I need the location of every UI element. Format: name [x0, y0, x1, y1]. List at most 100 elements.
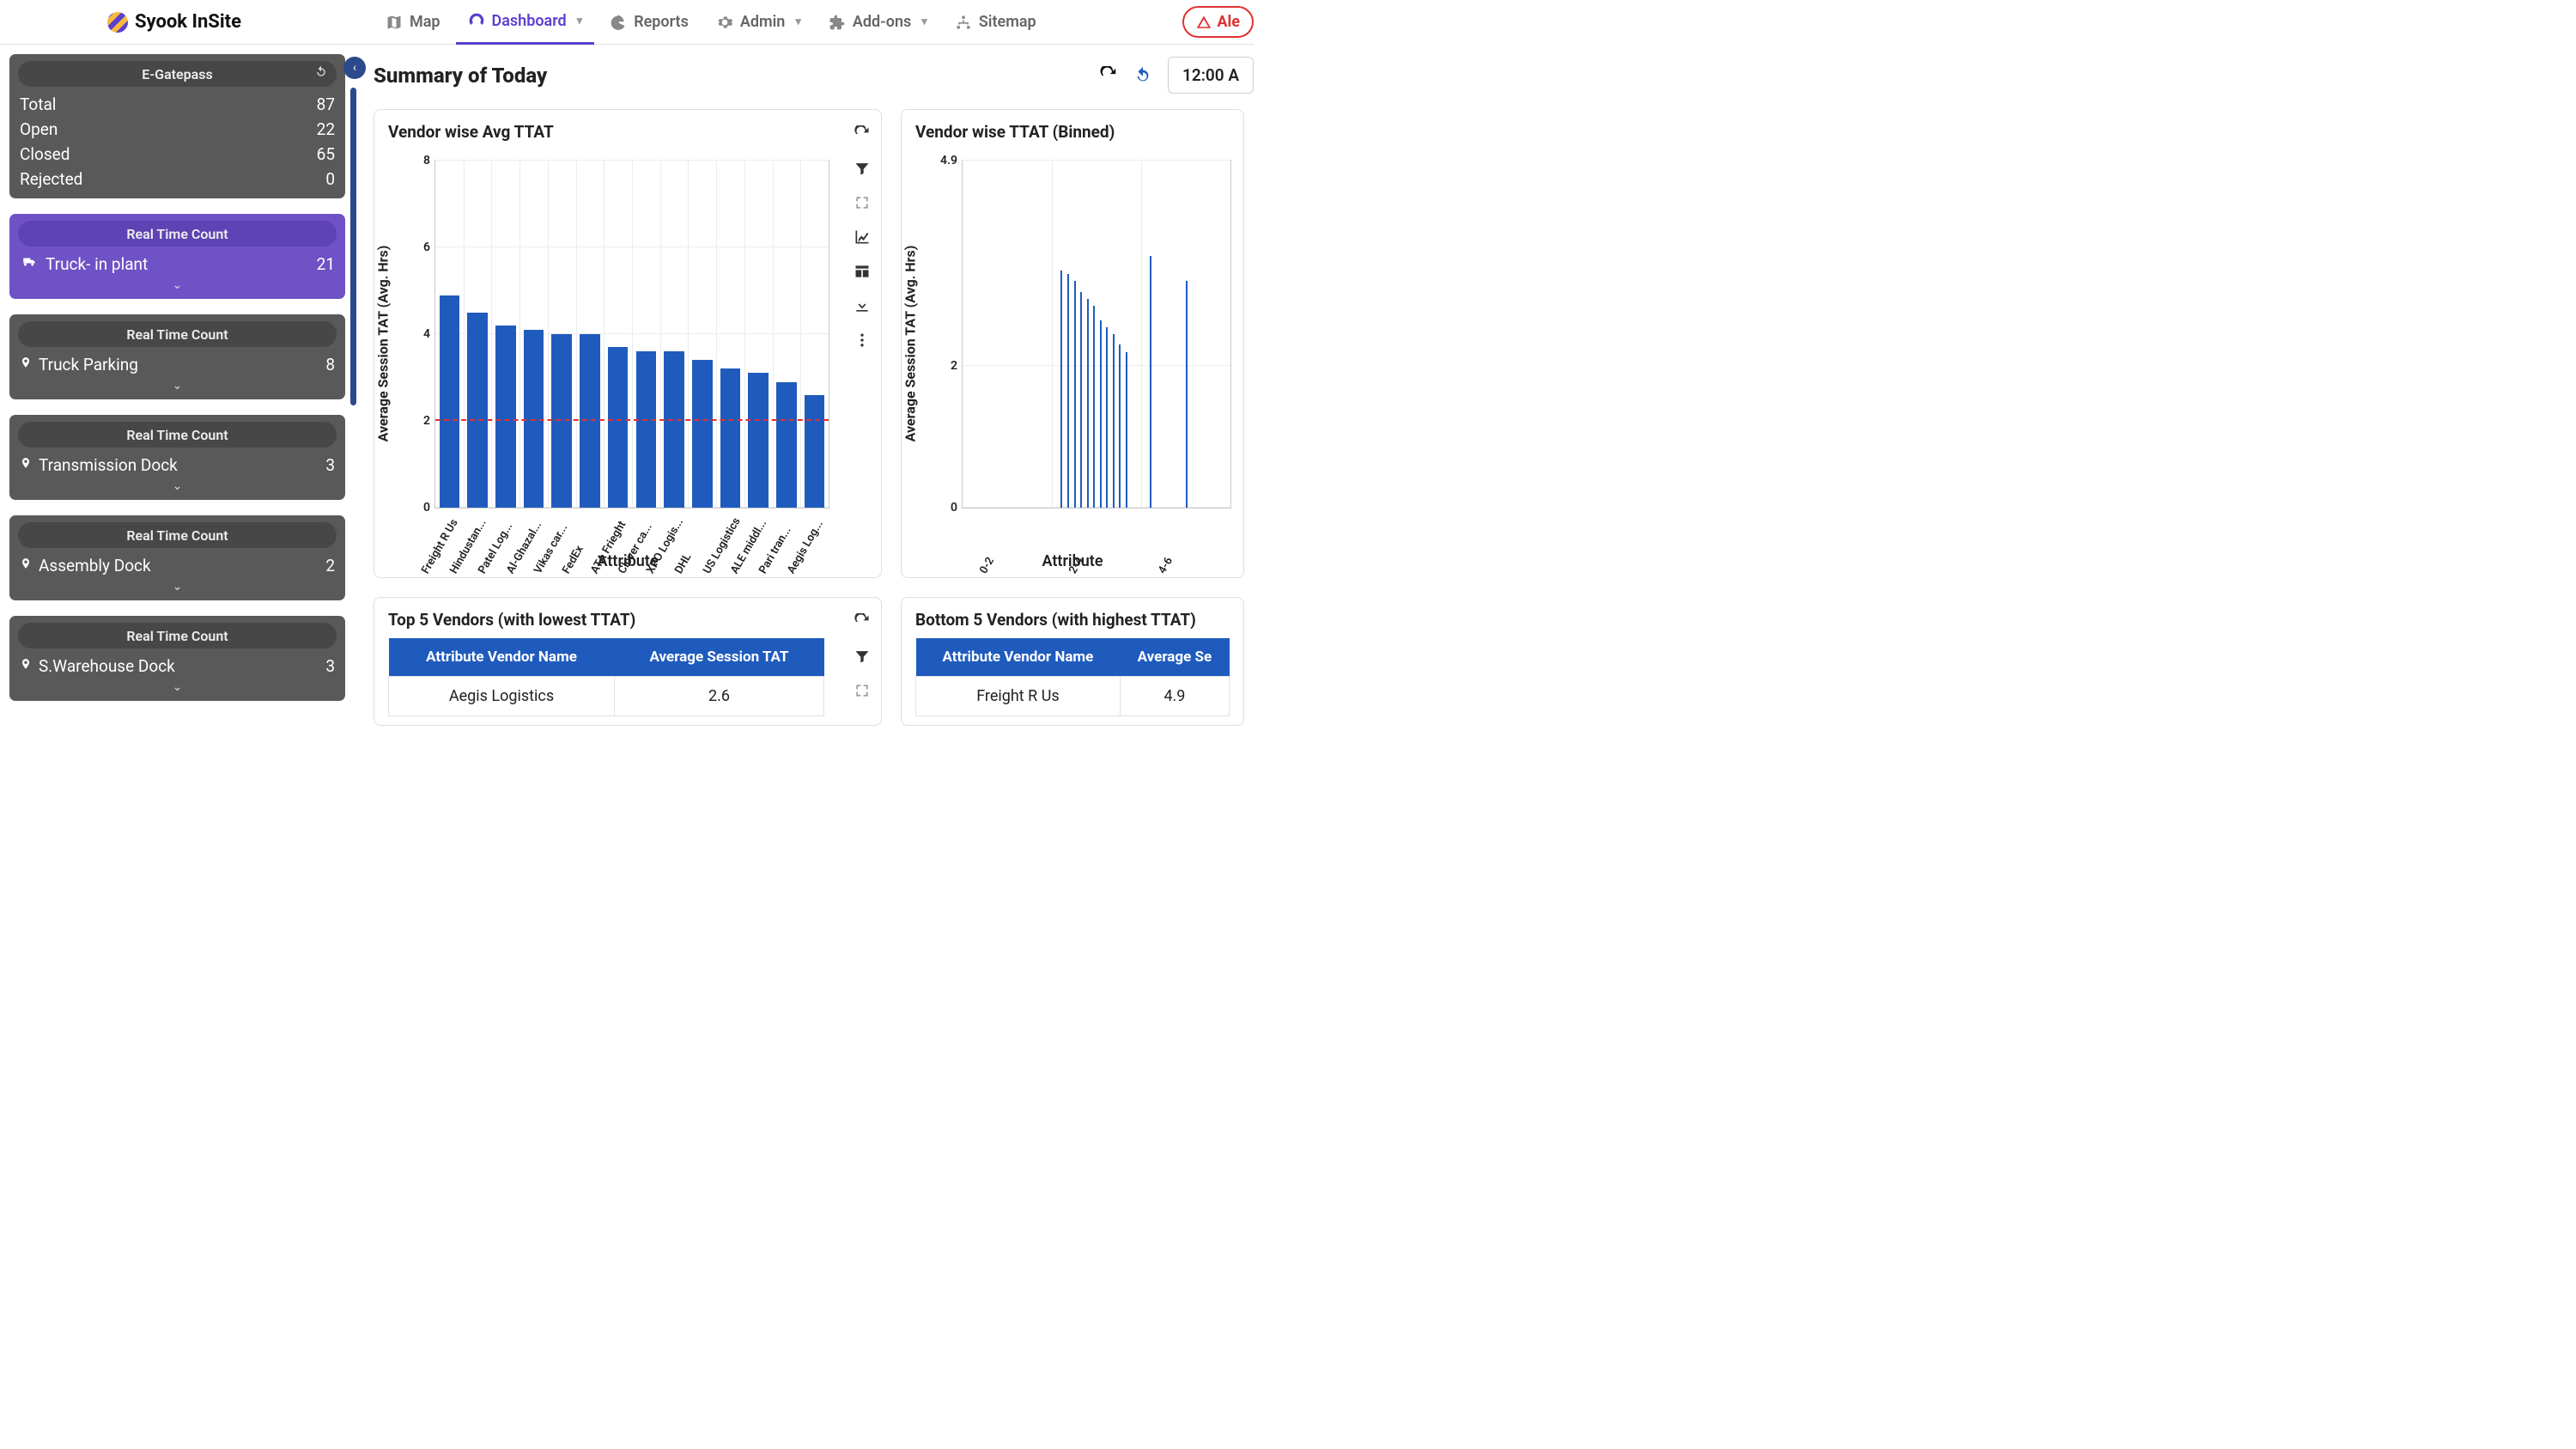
chevron-down-icon[interactable]: ⌄ [18, 278, 337, 292]
sidebar-card-gatepass: E-Gatepass Total87Open22Closed65Rejected… [9, 54, 345, 198]
table-cell: 4.9 [1120, 677, 1229, 716]
sidebar-card-header: Real Time Count [18, 321, 337, 347]
nav-admin-label: Admin [740, 13, 786, 31]
table-icon[interactable] [854, 263, 871, 280]
table-header: Attribute Vendor Name [916, 638, 1121, 677]
sidebar-card-title: Real Time Count [126, 527, 228, 544]
pin-icon [20, 355, 32, 374]
chevron-down-icon[interactable]: ⌄ [18, 580, 337, 594]
nav-reports[interactable]: Reports [598, 0, 701, 45]
collapse-sidebar-button[interactable]: ‹ [343, 57, 366, 79]
nav-sitemap-label: Sitemap [979, 13, 1036, 31]
brand-logo-icon [107, 12, 128, 33]
sidebar-card-row: Transmission Dock 3 [18, 453, 337, 478]
bar [1100, 320, 1102, 508]
bottom5-table: Attribute Vendor NameAverage SeFreight R… [915, 638, 1230, 716]
sidebar-card-title: Real Time Count [126, 427, 228, 443]
bar [748, 373, 769, 508]
chevron-down-icon[interactable]: ⌄ [18, 479, 337, 493]
sidebar-card-label: S.Warehouse Dock [39, 656, 319, 676]
x-axis-label: Attribute [902, 552, 1243, 570]
sidebar-card-header: Real Time Count [18, 422, 337, 447]
y-axis-label: Average Session TAT (Avg. Hrs) [375, 246, 392, 442]
bar [1060, 271, 1062, 508]
reports-icon [610, 14, 627, 31]
panel-title: Vendor wise Avg TTAT [388, 122, 867, 142]
sidebar-card-value: 21 [317, 254, 335, 274]
sidebar-scrollbar[interactable] [350, 88, 356, 405]
fullscreen-icon[interactable] [854, 194, 871, 211]
panel-top5-vendors: Top 5 Vendors (with lowest TTAT) Attribu… [374, 597, 882, 726]
nav-dashboard[interactable]: Dashboard ▾ [456, 0, 595, 45]
bar [1106, 327, 1108, 508]
refresh-icon[interactable] [854, 125, 871, 143]
sidebar-card-value: 2 [325, 556, 335, 575]
sidebar-card[interactable]: Real Time Count S.Warehouse Dock 3 ⌄ [9, 616, 345, 701]
chart-icon[interactable] [854, 228, 871, 246]
nav-admin[interactable]: Admin ▾ [704, 0, 813, 45]
sidebar-card-row: Truck Parking 8 [18, 352, 337, 377]
chevron-down-icon: ▾ [795, 15, 801, 28]
bar [1087, 299, 1089, 508]
pin-icon [20, 556, 32, 575]
bar [692, 360, 713, 508]
bar [1093, 306, 1095, 508]
time-selector[interactable]: 12:00 A [1168, 57, 1254, 94]
refresh-icon[interactable] [314, 65, 328, 82]
reset-icon[interactable] [1133, 66, 1152, 85]
bar [440, 295, 460, 508]
download-icon[interactable] [854, 297, 871, 314]
alerts-label: Ale [1217, 13, 1240, 31]
fullscreen-icon[interactable] [854, 682, 871, 699]
sidebar-card[interactable]: Real Time Count Transmission Dock 3 ⌄ [9, 415, 345, 500]
bar [495, 326, 516, 508]
panel-title: Top 5 Vendors (with lowest TTAT) [388, 610, 867, 630]
chevron-down-icon[interactable]: ⌄ [18, 680, 337, 694]
sidebar-card[interactable]: Real Time Count Assembly Dock 2 ⌄ [9, 515, 345, 600]
bar [720, 368, 741, 508]
nav-sitemap[interactable]: Sitemap [943, 0, 1048, 45]
gatepass-row-label: Open [20, 119, 58, 139]
sidebar-card-value: 3 [325, 455, 335, 475]
alerts-button[interactable]: Ale [1182, 6, 1254, 38]
table-header: Average Se [1120, 638, 1229, 677]
sidebar-card[interactable]: Real Time Count Truck- in plant 21 ⌄ [9, 214, 345, 299]
gatepass-row: Rejected0 [18, 167, 337, 192]
filter-icon[interactable] [854, 648, 871, 665]
gatepass-row-label: Closed [20, 144, 70, 164]
bar [1080, 292, 1082, 508]
nav-reports-label: Reports [634, 13, 689, 31]
gatepass-row: Open22 [18, 117, 337, 142]
panel-toolbar [854, 613, 871, 699]
panel-vendor-ttat-binned: Vendor wise TTAT (Binned) Average Sessio… [901, 109, 1244, 578]
bar [1186, 281, 1188, 508]
sidebar-card-label: Truck- in plant [46, 254, 310, 274]
chart-plot: 024.90-22-44-6 [962, 160, 1231, 508]
bar [1067, 274, 1069, 508]
refresh-icon[interactable] [1099, 66, 1118, 85]
sidebar-card-label: Transmission Dock [39, 455, 319, 475]
bar [1150, 256, 1151, 508]
gatepass-row-value: 65 [317, 144, 335, 164]
refresh-icon[interactable] [854, 613, 871, 630]
sidebar-card-header: Real Time Count [18, 522, 337, 548]
nav-addons-label: Add-ons [853, 13, 911, 31]
table-cell: 2.6 [615, 677, 824, 716]
more-icon[interactable] [854, 332, 871, 349]
brand-name: Syook InSite [135, 11, 241, 33]
dashboard-icon [468, 12, 485, 29]
gear-icon [716, 14, 733, 31]
nav-map[interactable]: Map [374, 0, 453, 45]
nav-addons[interactable]: Add-ons ▾ [817, 0, 939, 45]
bar [636, 351, 657, 508]
filter-icon[interactable] [854, 160, 871, 177]
top-nav: Syook InSite Map Dashboard ▾ Reports Adm… [0, 0, 1254, 45]
bar [1119, 344, 1121, 508]
chevron-down-icon[interactable]: ⌄ [18, 379, 337, 393]
x-axis-label: Attribute [374, 552, 881, 570]
sidebar-card[interactable]: Real Time Count Truck Parking 8 ⌄ [9, 314, 345, 399]
sidebar-card-label: Assembly Dock [39, 556, 319, 575]
bar [551, 334, 572, 508]
page-title: Summary of Today [374, 64, 1084, 88]
table-row: Aegis Logistics2.6 [389, 677, 824, 716]
